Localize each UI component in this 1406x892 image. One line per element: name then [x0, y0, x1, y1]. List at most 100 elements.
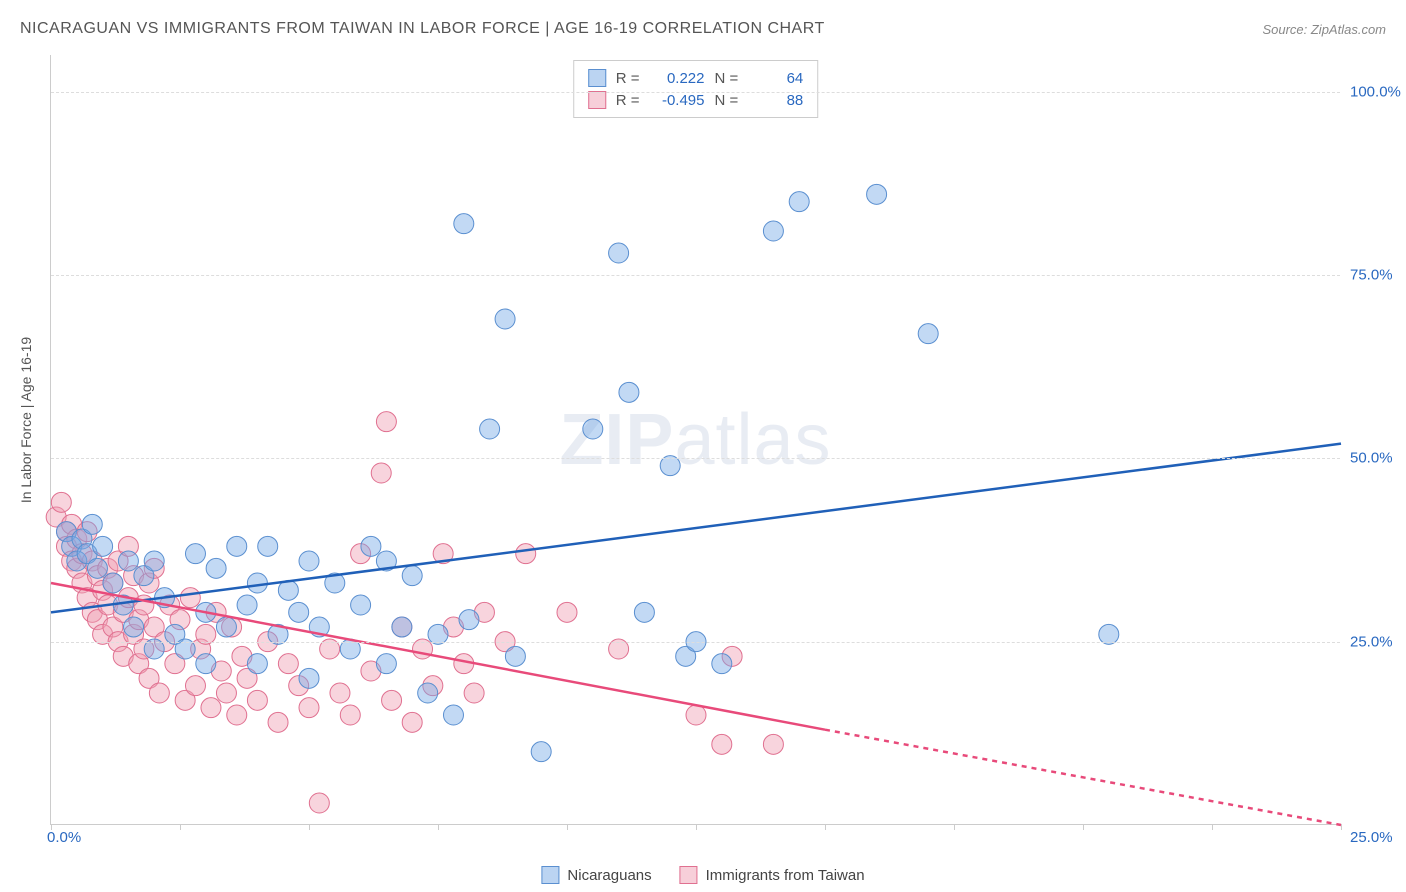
gridline	[51, 642, 1340, 643]
x-tick-mark	[180, 824, 181, 830]
data-point	[376, 654, 396, 674]
y-tick-label: 75.0%	[1350, 267, 1406, 284]
x-tick-mark	[1341, 824, 1342, 830]
series-legend: Nicaraguans Immigrants from Taiwan	[541, 866, 864, 884]
data-point	[464, 683, 484, 703]
data-point	[134, 595, 154, 615]
x-tick-mark	[954, 824, 955, 830]
trend-line	[51, 444, 1341, 613]
data-point	[237, 595, 257, 615]
data-point	[309, 793, 329, 813]
gridline	[51, 458, 1340, 459]
y-tick-label: 100.0%	[1350, 83, 1406, 100]
data-point	[619, 382, 639, 402]
trend-line	[51, 583, 825, 730]
data-point	[634, 602, 654, 622]
data-point	[289, 602, 309, 622]
x-tick-mark	[1083, 824, 1084, 830]
data-point	[763, 221, 783, 241]
data-point	[531, 742, 551, 762]
data-point	[201, 698, 221, 718]
data-point	[330, 683, 350, 703]
data-point	[206, 558, 226, 578]
legend-row-blue: R = 0.222 N = 64	[588, 67, 804, 89]
data-point	[258, 536, 278, 556]
y-tick-label: 50.0%	[1350, 450, 1406, 467]
data-point	[227, 705, 247, 725]
data-point	[340, 705, 360, 725]
data-point	[918, 324, 938, 344]
data-point	[867, 184, 887, 204]
data-point	[609, 243, 629, 263]
source-attribution: Source: ZipAtlas.com	[1262, 22, 1386, 37]
data-point	[87, 558, 107, 578]
chart-title: NICARAGUAN VS IMMIGRANTS FROM TAIWAN IN …	[20, 20, 825, 38]
x-tick-mark	[825, 824, 826, 830]
data-point	[686, 705, 706, 725]
data-point	[51, 492, 71, 512]
data-point	[247, 573, 267, 593]
data-point	[557, 602, 577, 622]
data-point	[185, 544, 205, 564]
data-point	[392, 617, 412, 637]
data-point	[402, 566, 422, 586]
data-point	[495, 309, 515, 329]
data-point	[82, 514, 102, 534]
data-point	[351, 595, 371, 615]
data-point	[454, 214, 474, 234]
data-point	[185, 676, 205, 696]
data-point	[516, 544, 536, 564]
data-point	[382, 690, 402, 710]
scatter-svg	[51, 55, 1341, 825]
data-point	[124, 617, 144, 637]
swatch-blue	[588, 69, 606, 87]
data-point	[712, 734, 732, 754]
swatch-blue-icon	[541, 866, 559, 884]
data-point	[103, 573, 123, 593]
data-point	[712, 654, 732, 674]
x-tick-mark	[696, 824, 697, 830]
trend-line	[825, 730, 1341, 825]
data-point	[418, 683, 438, 703]
x-tick-0: 0.0%	[47, 829, 81, 846]
data-point	[93, 536, 113, 556]
data-point	[247, 690, 267, 710]
correlation-legend: R = 0.222 N = 64 R = -0.495 N = 88	[573, 60, 819, 118]
data-point	[443, 705, 463, 725]
data-point	[180, 588, 200, 608]
data-point	[402, 712, 422, 732]
data-point	[196, 654, 216, 674]
data-point	[216, 683, 236, 703]
data-point	[361, 536, 381, 556]
x-tick-mark	[51, 824, 52, 830]
data-point	[376, 412, 396, 432]
legend-item-blue: Nicaraguans	[541, 866, 651, 884]
data-point	[459, 610, 479, 630]
swatch-pink	[588, 91, 606, 109]
data-point	[278, 654, 298, 674]
x-tick-mark	[438, 824, 439, 830]
data-point	[371, 463, 391, 483]
data-point	[247, 654, 267, 674]
x-tick-max: 25.0%	[1350, 829, 1406, 846]
y-tick-label: 25.0%	[1350, 633, 1406, 650]
data-point	[144, 551, 164, 571]
data-point	[118, 551, 138, 571]
data-point	[505, 646, 525, 666]
x-tick-mark	[309, 824, 310, 830]
data-point	[763, 734, 783, 754]
swatch-pink-icon	[680, 866, 698, 884]
data-point	[149, 683, 169, 703]
x-tick-mark	[567, 824, 568, 830]
x-tick-mark	[1212, 824, 1213, 830]
legend-item-pink: Immigrants from Taiwan	[680, 866, 865, 884]
data-point	[227, 536, 247, 556]
gridline	[51, 275, 1340, 276]
data-point	[480, 419, 500, 439]
data-point	[299, 668, 319, 688]
data-point	[583, 419, 603, 439]
data-point	[216, 617, 236, 637]
y-axis-label: In Labor Force | Age 16-19	[18, 337, 34, 503]
data-point	[299, 698, 319, 718]
gridline	[51, 92, 1340, 93]
